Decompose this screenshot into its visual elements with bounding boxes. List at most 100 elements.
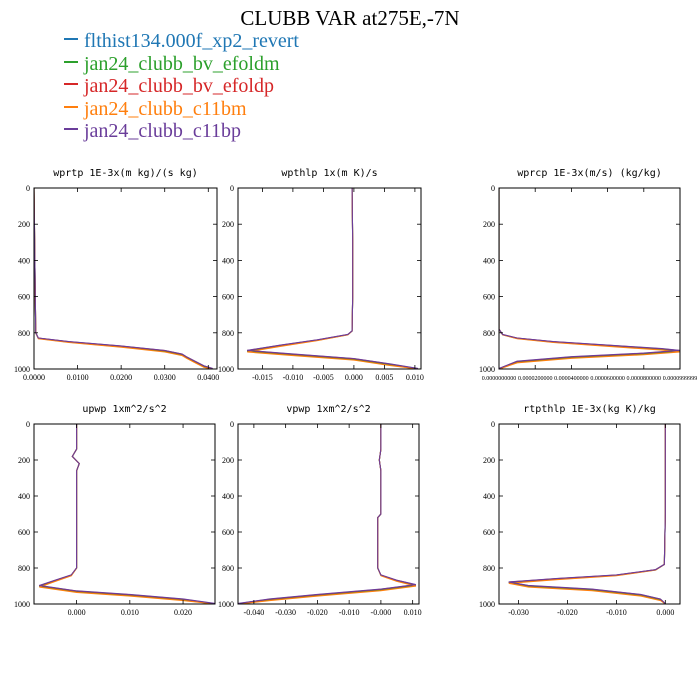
y-tick-label: 800 <box>18 329 30 338</box>
y-tick-label: 0 <box>26 184 30 193</box>
legend-swatch <box>64 105 78 108</box>
y-tick-label: 800 <box>222 329 234 338</box>
series-group <box>246 188 419 369</box>
x-tick-label: 0.010 <box>404 608 422 617</box>
y-tick-label: 1000 <box>479 365 495 374</box>
y-tick-label: 0 <box>230 420 234 429</box>
x-tick-label: 0.020 <box>174 608 192 617</box>
panel: wprcp 1E-3x(m/s) (kg/kg) 0 200 400 600 800 100… <box>479 168 697 382</box>
series-group <box>238 424 417 604</box>
y-tick-label: 200 <box>18 220 30 229</box>
series-line <box>238 424 417 604</box>
y-tick-label: 1000 <box>479 600 495 609</box>
panel-frame <box>237 187 422 370</box>
y-tick-label: 400 <box>483 492 495 501</box>
y-tick-label: 1000 <box>218 365 234 374</box>
y-tick-label: 200 <box>483 220 495 229</box>
x-tick-label: 0.0000999999 <box>663 376 698 382</box>
legend-label: flthist134.000f_xp2_revert <box>84 30 299 52</box>
y-tick-label: 1000 <box>14 365 30 374</box>
chart-title: CLUBB VAR at275E,-7N <box>240 6 460 30</box>
legend: flthist134.000f_xp2_revert jan24_clubb_bv… <box>64 30 299 143</box>
series-line <box>34 188 213 369</box>
y-tick-label: 400 <box>483 256 495 265</box>
series-group <box>34 188 213 369</box>
y-tick-label: 400 <box>18 256 30 265</box>
panel-title: rtpthlp 1E-3x(kg K)/kg <box>523 404 655 415</box>
x-tick-label: -0.010 <box>283 373 304 382</box>
series-line <box>508 424 666 604</box>
x-tick-label: -0.020 <box>307 608 328 617</box>
panel: wpthlp 1x(m K)/s 0 200 400 600 800 1000 -0.015 -… <box>218 168 424 382</box>
legend-swatch <box>64 128 78 131</box>
x-tick-label: -0.005 <box>313 373 334 382</box>
panel-title: wprcp 1E-3x(m/s) (kg/kg) <box>517 168 662 179</box>
x-tick-label: -0.000 <box>371 608 392 617</box>
legend-item: flthist134.000f_xp2_revert <box>64 30 299 53</box>
series-line <box>238 424 416 604</box>
series-line <box>238 424 416 604</box>
x-tick-label: -0.010 <box>339 608 360 617</box>
legend-item: jan24_clubb_bv_efoldp <box>64 75 299 98</box>
series-line <box>246 188 418 369</box>
x-tick-label: -0.015 <box>252 373 273 382</box>
y-tick-label: 200 <box>18 456 30 465</box>
y-tick-label: 600 <box>18 528 30 537</box>
legend-item: jan24_clubb_c11bp <box>64 120 299 143</box>
series-line <box>238 424 417 604</box>
panel: upwp 1xm^2/s^2 0 200 400 600 800 1000 0.000 0.01… <box>14 404 216 617</box>
panel: rtpthlp 1E-3x(kg K)/kg 0 200 400 600 800 1000 -… <box>479 404 681 617</box>
panel: vpwp 1xm^2/s^2 0 200 400 600 800 1000 -0.040 -0.… <box>218 404 422 617</box>
y-tick-label: 400 <box>18 492 30 501</box>
series-line <box>499 188 680 369</box>
y-tick-label: 600 <box>483 293 495 302</box>
x-tick-label: 0.0000400000 <box>554 376 589 382</box>
panel-frame <box>237 423 420 605</box>
panel-frame <box>33 187 218 370</box>
series-line <box>499 188 680 369</box>
x-tick-label: 0.010 <box>406 373 424 382</box>
series-group <box>499 188 680 369</box>
x-tick-label: 0.005 <box>375 373 393 382</box>
x-tick-label: 0.0000200000 <box>518 376 553 382</box>
panel-frame <box>498 423 681 605</box>
x-tick-label: 0.0100 <box>67 373 89 382</box>
legend-swatch <box>64 38 78 41</box>
series-line <box>247 188 419 369</box>
x-tick-label: -0.040 <box>244 608 265 617</box>
y-tick-label: 400 <box>222 256 234 265</box>
panel-title: wprtp 1E-3x(m kg)/(s kg) <box>53 168 198 179</box>
x-tick-label: -0.010 <box>606 608 627 617</box>
y-tick-label: 200 <box>222 456 234 465</box>
series-group <box>39 424 215 604</box>
y-tick-label: 0 <box>491 184 495 193</box>
legend-swatch <box>64 83 78 86</box>
y-tick-label: 800 <box>222 564 234 573</box>
y-tick-label: 400 <box>222 492 234 501</box>
legend-label: jan24_clubb_bv_efoldp <box>84 75 274 97</box>
y-tick-label: 0 <box>26 420 30 429</box>
series-line <box>238 424 416 604</box>
y-tick-label: 0 <box>230 184 234 193</box>
x-tick-label: -0.030 <box>275 608 296 617</box>
legend-item: jan24_clubb_c11bm <box>64 98 299 121</box>
series-line <box>499 188 680 369</box>
y-tick-label: 200 <box>483 456 495 465</box>
x-tick-label: 0.000 <box>68 608 86 617</box>
y-tick-label: 800 <box>483 329 495 338</box>
series-line <box>247 188 418 369</box>
y-tick-label: 600 <box>483 528 495 537</box>
legend-label: jan24_clubb_c11bp <box>84 120 242 142</box>
x-tick-label: 0.0300 <box>154 373 176 382</box>
x-tick-label: 0.0200 <box>110 373 132 382</box>
panel-frame <box>33 423 216 605</box>
y-tick-label: 200 <box>222 220 234 229</box>
y-tick-label: 1000 <box>218 600 234 609</box>
series-line <box>34 188 213 369</box>
legend-label: jan24_clubb_bv_efoldm <box>84 52 280 75</box>
x-tick-label: 0.0000 <box>23 373 45 382</box>
panel-title: vpwp 1xm^2/s^2 <box>286 404 370 415</box>
series-line <box>247 188 419 369</box>
y-tick-label: 800 <box>18 564 30 573</box>
